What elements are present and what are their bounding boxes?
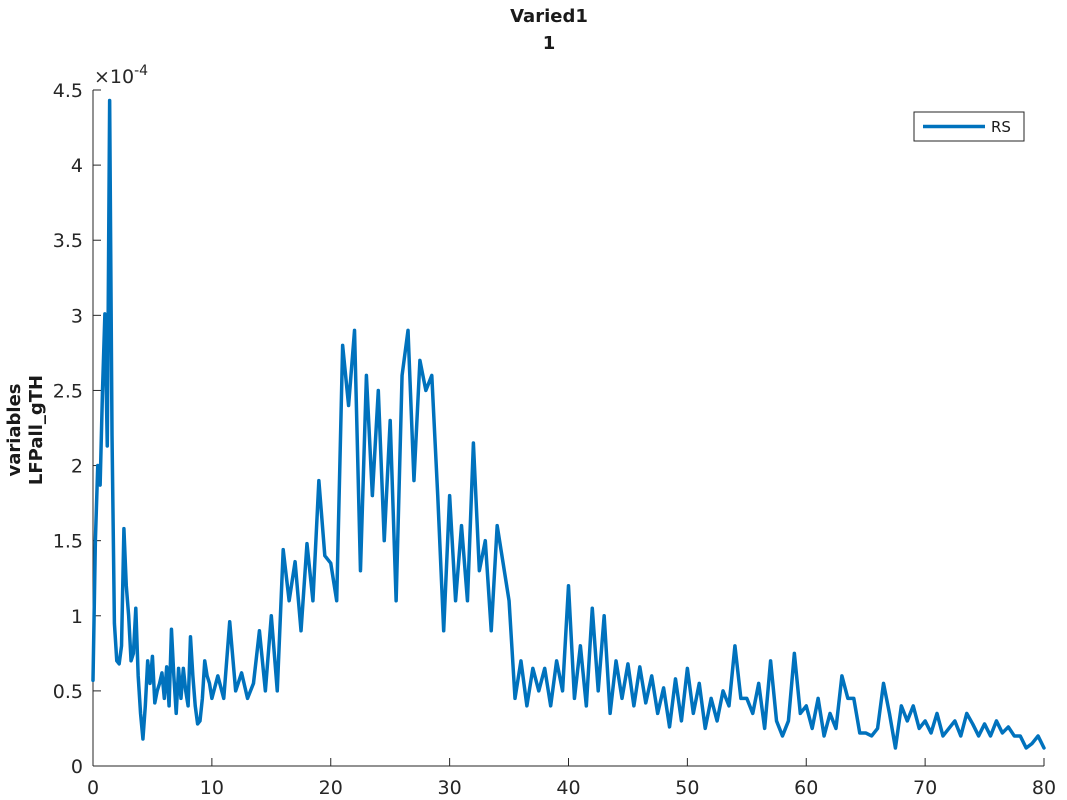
- y-tick-label: 0: [71, 756, 83, 778]
- series-line-rs: [91, 98, 1046, 750]
- y-tick-label: 1: [71, 606, 83, 628]
- y-ticks: 0 0.5 1 1.5 2 2.5 3 3.5 4 4.5: [53, 80, 101, 778]
- x-tick-label: 30: [438, 777, 462, 799]
- y-tick-label: 4: [71, 155, 83, 177]
- x-ticks: 0 10 20 30 40 50 60 70 80: [87, 758, 1056, 799]
- chart-subtitle: 1: [543, 33, 556, 54]
- legend: RS: [913, 111, 1025, 142]
- y-tick-label: 0.5: [53, 681, 83, 703]
- y-tick-label: 3: [71, 305, 83, 327]
- y-tick-label: 2: [71, 456, 83, 478]
- y-axis-label-line-1: variables: [4, 383, 25, 476]
- y-axis-label-line-2: LFPall_gTH: [26, 375, 47, 485]
- x-tick-label: 40: [556, 777, 580, 799]
- y-tick-label: 4.5: [53, 80, 83, 102]
- y-axis-exponent: ×10-4: [94, 63, 148, 88]
- y-axis-exponent-power: -4: [134, 63, 148, 79]
- y-axis-label: variables LFPall_gTH: [4, 375, 47, 485]
- y-axis-exponent-base: ×10: [94, 66, 134, 88]
- x-tick-label: 80: [1032, 777, 1056, 799]
- x-tick-label: 10: [200, 777, 224, 799]
- x-tick-label: 60: [794, 777, 818, 799]
- x-tick-label: 20: [319, 777, 343, 799]
- x-tick-label: 50: [675, 777, 699, 799]
- legend-label-rs: RS: [991, 118, 1011, 136]
- x-tick-label: 70: [913, 777, 937, 799]
- y-tick-label: 2.5: [53, 380, 83, 402]
- y-tick-label: 1.5: [53, 531, 83, 553]
- y-tick-label: 3.5: [53, 230, 83, 252]
- chart-title: Varied1: [510, 6, 588, 27]
- x-tick-label: 0: [87, 777, 99, 799]
